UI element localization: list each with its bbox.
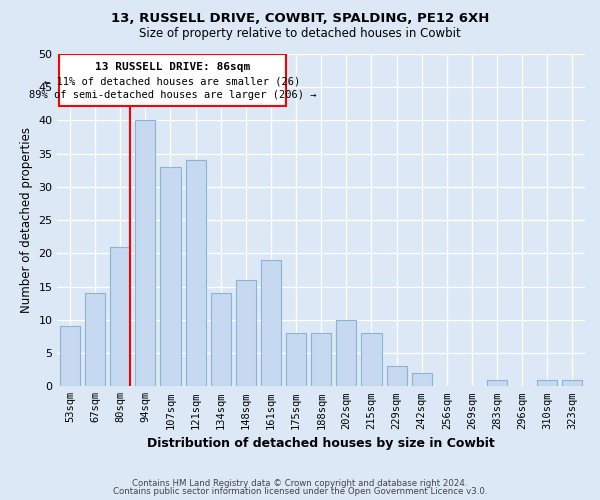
Text: Size of property relative to detached houses in Cowbit: Size of property relative to detached ho… <box>139 28 461 40</box>
Bar <box>537 380 557 386</box>
Bar <box>261 260 281 386</box>
Bar <box>286 333 306 386</box>
Bar <box>236 280 256 386</box>
Bar <box>85 294 105 386</box>
Bar <box>136 120 155 386</box>
Bar <box>361 333 382 386</box>
Bar <box>311 333 331 386</box>
Bar <box>562 380 583 386</box>
Text: ← 11% of detached houses are smaller (26): ← 11% of detached houses are smaller (26… <box>44 76 301 86</box>
Bar <box>60 326 80 386</box>
Text: 89% of semi-detached houses are larger (206) →: 89% of semi-detached houses are larger (… <box>29 90 316 100</box>
Bar <box>110 246 130 386</box>
Bar <box>412 373 432 386</box>
FancyBboxPatch shape <box>59 54 286 106</box>
Y-axis label: Number of detached properties: Number of detached properties <box>20 127 33 313</box>
X-axis label: Distribution of detached houses by size in Cowbit: Distribution of detached houses by size … <box>148 437 495 450</box>
Bar <box>160 167 181 386</box>
Text: 13 RUSSELL DRIVE: 86sqm: 13 RUSSELL DRIVE: 86sqm <box>95 62 250 72</box>
Bar <box>487 380 507 386</box>
Text: Contains HM Land Registry data © Crown copyright and database right 2024.: Contains HM Land Registry data © Crown c… <box>132 478 468 488</box>
Bar <box>185 160 206 386</box>
Text: 13, RUSSELL DRIVE, COWBIT, SPALDING, PE12 6XH: 13, RUSSELL DRIVE, COWBIT, SPALDING, PE1… <box>111 12 489 26</box>
Bar <box>336 320 356 386</box>
Bar <box>211 294 231 386</box>
Text: Contains public sector information licensed under the Open Government Licence v3: Contains public sector information licen… <box>113 487 487 496</box>
Bar <box>386 366 407 386</box>
